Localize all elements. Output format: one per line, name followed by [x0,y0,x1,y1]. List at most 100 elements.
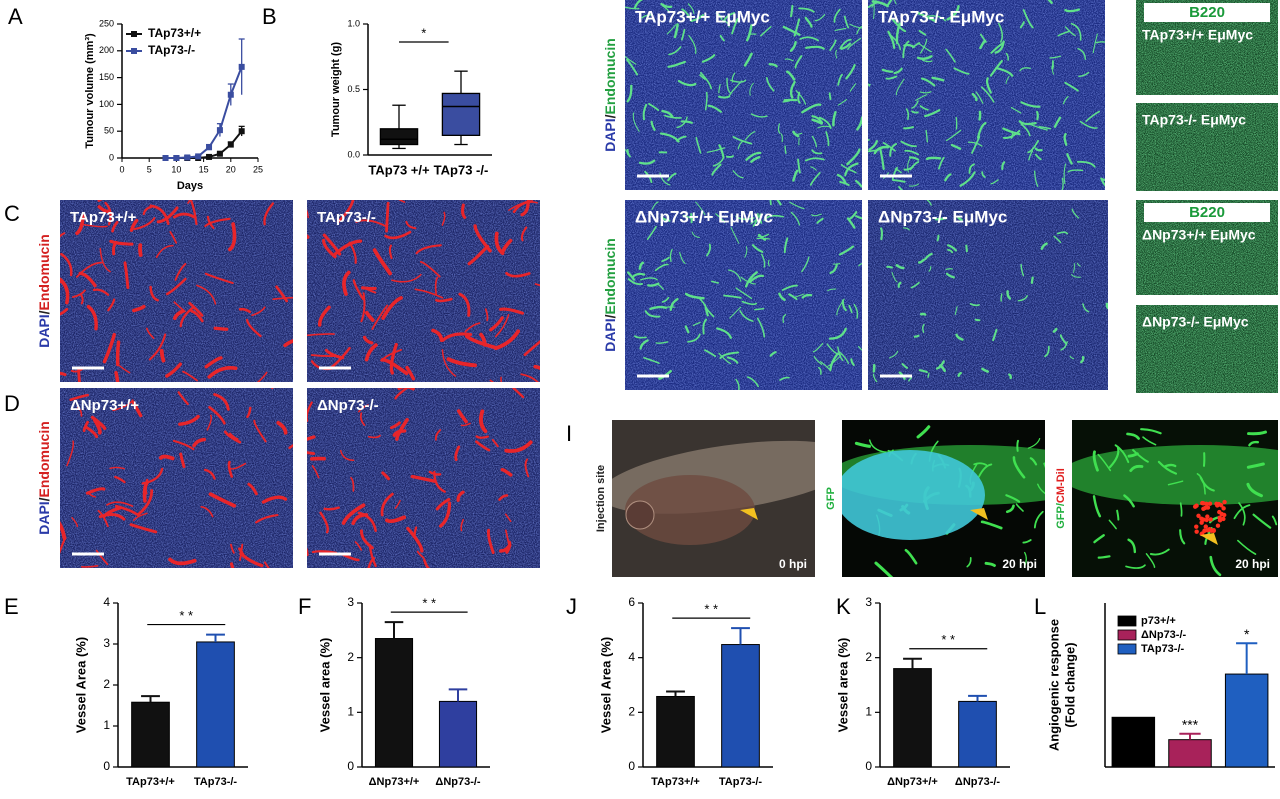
bar [894,669,932,767]
vessel [477,436,488,437]
y-tick-label: 200 [99,45,114,55]
x-tick-label: 0 [119,164,124,174]
bar [132,702,170,767]
inset-header: B220 [1189,4,1225,21]
vessel [1102,178,1115,180]
tile-label: TAp73+/+ [70,209,137,226]
vessel [263,383,273,388]
tile-label: TAp73-/- EμMyc [878,7,1004,26]
y-tick-label: 0.0 [347,149,360,159]
panel-letter: D [4,391,20,416]
panel-letter: B [262,4,277,29]
vessel [161,456,173,458]
vessel [118,342,119,364]
box [380,129,417,145]
x-tick-label: 25 [253,164,263,174]
vessel [976,320,980,321]
stain-label: DAPI/Endomucin [36,421,52,535]
marker [217,127,223,133]
tile-label: ΔNp73-/- [317,397,379,414]
x-tick-label: ΔNp73-/- [435,776,481,788]
dii-cell [1211,528,1215,532]
vessel [162,351,164,361]
micrograph [1050,420,1280,577]
x-tick-label: TAp73 +/+ [368,162,430,177]
vessel [1065,134,1067,144]
marker [206,144,212,150]
y-tick-label: 100 [99,99,114,109]
micrograph-texture [60,388,293,568]
marker [173,155,179,161]
significance-label: * * [941,632,955,647]
vessel [980,112,981,119]
vessel [874,0,875,18]
bar [1112,717,1155,767]
vessel [1249,432,1266,434]
marker [206,154,212,160]
stain-part: Endomucin [602,38,618,114]
bar [657,696,695,767]
stain-part: DAPI [602,118,618,151]
y-tick-label: 0 [109,152,114,162]
vessel [294,536,307,555]
x-tick-label: TAp73-/- [719,776,763,788]
micrograph [619,0,862,190]
x-tick-label: TAp73-/- [194,776,238,788]
significance-label: * * [179,608,193,623]
x-tick-label: 15 [199,164,209,174]
micrograph-texture [625,200,862,390]
vessel [887,267,892,268]
dii-cell [1209,517,1213,521]
dii-cell [1205,514,1209,518]
vessel [1009,375,1010,378]
box [442,93,479,135]
stain-part: Endomucin [36,421,52,497]
bar [959,701,997,767]
vessel [1099,556,1110,557]
dii-cell [1204,524,1208,528]
vessel [791,6,792,16]
y-tick-label: 6 [628,595,635,609]
inset-label: ΔNp73+/+ EμMyc [1142,227,1256,243]
y-tick-label: 1 [865,705,872,719]
micrograph-texture [625,0,862,190]
stain-part: DAPI [36,314,52,347]
tile-label: ΔNp73-/- EμMyc [878,207,1007,226]
y-tick-label: 3 [103,636,110,650]
side-part: Injection site [595,465,607,532]
y-axis-label: Tumour volume (mm³) [84,33,96,149]
vessel [1017,441,1018,451]
y-axis-label: Vessel area (%) [317,638,332,733]
y-tick-label: 0 [865,759,872,773]
y-tick-label: 1 [347,705,354,719]
panel-letter: C [4,201,20,226]
vessel [830,93,831,99]
marker [228,142,234,148]
x-tick-label: ΔNp73-/- [955,776,1001,788]
panel-letter: E [4,594,19,619]
micrograph-texture [60,200,293,382]
x-axis-label: Days [177,180,203,192]
marker [195,153,201,159]
time-label: 20 hpi [1002,557,1037,571]
y-tick-label: 3 [347,595,354,609]
vessel [99,175,116,201]
legend-marker [131,48,137,54]
dii-cell [1217,510,1221,514]
dii-cell [1194,529,1198,533]
side-label: Injection site [595,465,607,532]
x-tick-label: TAp73+/+ [651,776,700,788]
significance-label: * * [422,596,436,611]
vessel [1032,278,1033,283]
legend-label: p73+/+ [1141,615,1176,627]
marker [239,64,245,70]
legend-label: TAp73-/- [148,43,195,57]
x-tick-label: 20 [226,164,236,174]
dii-cell [1196,514,1200,518]
